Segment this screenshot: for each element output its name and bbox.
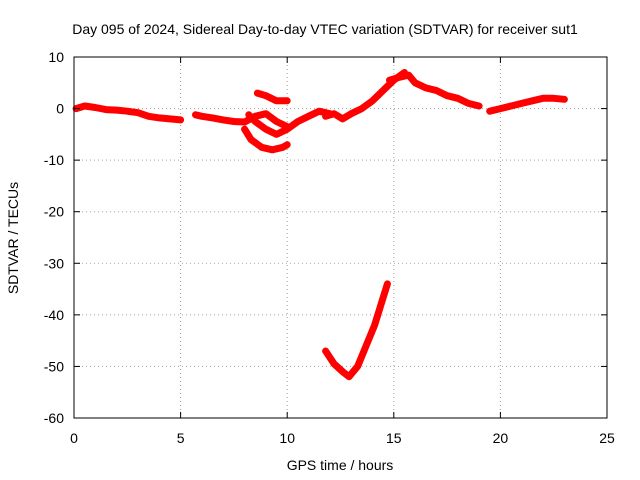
x-tick-label: 5 bbox=[177, 430, 185, 446]
y-tick-label: -20 bbox=[44, 204, 64, 220]
y-tick-label: 10 bbox=[48, 49, 64, 65]
x-tick-label: 0 bbox=[70, 430, 78, 446]
x-tick-label: 25 bbox=[599, 430, 615, 446]
y-axis-label: SDTVAR / TECUs bbox=[5, 182, 21, 294]
y-tick-label: -40 bbox=[44, 307, 64, 323]
y-tick-label: -30 bbox=[44, 255, 64, 271]
chart-title: Day 095 of 2024, Sidereal Day-to-day VTE… bbox=[72, 21, 578, 37]
x-axis-label: GPS time / hours bbox=[287, 457, 394, 473]
series-arc-9 bbox=[322, 280, 391, 381]
x-tick-label: 10 bbox=[279, 430, 295, 446]
series-layer bbox=[72, 69, 568, 381]
y-tick-label: 0 bbox=[56, 101, 64, 117]
grid-layer bbox=[74, 57, 607, 418]
plot-frame bbox=[73, 56, 608, 419]
series-arc-3 bbox=[245, 107, 334, 138]
series-arc-2 bbox=[192, 110, 291, 131]
series-arc-8 bbox=[486, 94, 568, 115]
x-tick-label: 20 bbox=[493, 430, 509, 446]
tick-layer: 0 5 10 15 20 25 10 0 -10 -20 -30 -40 -50 -60 bbox=[44, 49, 615, 446]
y-tick-label: -60 bbox=[44, 410, 64, 426]
series-arc-6 bbox=[322, 69, 408, 123]
series-arc-7 bbox=[386, 71, 483, 110]
x-tick-label: 15 bbox=[386, 430, 402, 446]
y-tick-label: -10 bbox=[44, 152, 64, 168]
series-arc-5 bbox=[253, 89, 291, 105]
y-tick-label: -50 bbox=[44, 358, 64, 374]
series-arc-4 bbox=[241, 125, 291, 154]
series-arc-1 bbox=[72, 102, 185, 124]
